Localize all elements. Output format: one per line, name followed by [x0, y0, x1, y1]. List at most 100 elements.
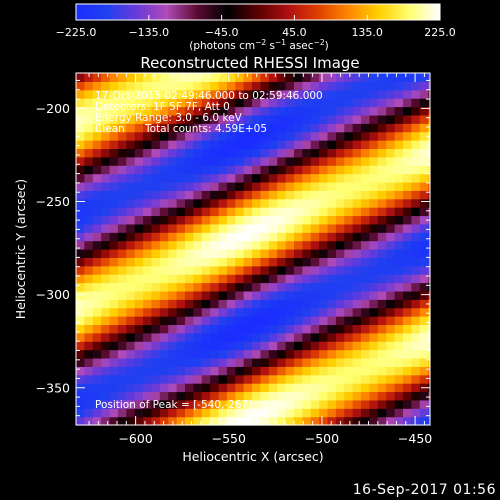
heatmap-cell [402, 416, 412, 426]
heatmap-cell [310, 307, 320, 317]
heatmap-cell [184, 316, 194, 326]
heatmap-cell [344, 357, 354, 367]
heatmap-cell [159, 131, 169, 141]
heatmap-cell [226, 181, 236, 191]
heatmap-cell [184, 165, 194, 175]
heatmap-cell [327, 316, 337, 326]
heatmap-cell [210, 190, 220, 200]
heatmap-cell [310, 299, 320, 309]
heatmap-cell [109, 274, 119, 284]
heatmap-cell [369, 341, 379, 351]
heatmap-cell [117, 215, 127, 225]
heatmap-cell [159, 73, 169, 82]
heatmap-cell [126, 223, 136, 233]
heatmap-cell [235, 391, 245, 401]
heatmap-cell [369, 299, 379, 309]
y-tick-label: −300 [36, 287, 70, 302]
heatmap-cell [386, 181, 396, 191]
heatmap-cell [327, 290, 337, 300]
heatmap-cell [285, 207, 295, 217]
heatmap-cell [319, 324, 329, 334]
heatmap-cell [293, 140, 303, 150]
heatmap-cell [411, 98, 421, 108]
heatmap-cell [335, 349, 345, 359]
heatmap-cell [310, 290, 320, 300]
heatmap-cell [151, 274, 161, 284]
heatmap-cell [92, 232, 102, 242]
heatmap-cell [411, 249, 421, 258]
heatmap-cell [285, 332, 295, 342]
heatmap-cell [226, 316, 236, 326]
heatmap-cell [319, 257, 329, 267]
heatmap-cell [109, 240, 119, 250]
heatmap-cell [302, 391, 312, 401]
heatmap-cell [159, 240, 169, 250]
heatmap-cell [176, 207, 186, 217]
heatmap-cell [210, 106, 220, 116]
heatmap-cell [411, 257, 421, 267]
heatmap-cell [226, 165, 236, 175]
heatmap-cell [293, 190, 303, 200]
colorbar-tick-label: −225.0 [56, 26, 97, 39]
heatmap-cell [143, 81, 153, 91]
heatmap-cell [369, 349, 379, 359]
heatmap-cell [302, 265, 312, 275]
heatmap-cell [310, 89, 320, 99]
heatmap-cell [235, 299, 245, 309]
heatmap-cell [193, 148, 203, 158]
heatmap-cell [176, 106, 186, 116]
heatmap-cell [235, 223, 245, 233]
heatmap-cell [293, 399, 303, 409]
heatmap-cell [344, 156, 354, 166]
heatmap-cell [134, 299, 144, 309]
heatmap-cell [369, 374, 379, 384]
heatmap-cell [402, 357, 412, 367]
heatmap-cell [344, 173, 354, 183]
heatmap-cell [151, 383, 161, 393]
heatmap-cell [252, 316, 262, 326]
heatmap-cell [285, 391, 295, 401]
heatmap-cell [193, 374, 203, 384]
heatmap-cell [151, 408, 161, 418]
heatmap-cell [210, 316, 220, 326]
heatmap-cell [293, 223, 303, 233]
heatmap-cell [310, 274, 320, 284]
heatmap-cell [143, 114, 153, 124]
heatmap-cell [252, 374, 262, 384]
heatmap-cell [193, 207, 203, 217]
heatmap-cell [361, 341, 371, 351]
heatmap-cell [419, 98, 429, 108]
heatmap-cell [369, 73, 379, 82]
heatmap-cell [84, 73, 94, 82]
heatmap-cell [243, 416, 253, 426]
heatmap-cell [386, 89, 396, 99]
heatmap-cell [134, 383, 144, 393]
colorbar-units: (photons cm−2 s−1 asec−2) [189, 38, 328, 52]
heatmap-cell [151, 332, 161, 342]
heatmap-cell [335, 383, 345, 393]
heatmap-cell [109, 299, 119, 309]
heatmap-cell [252, 198, 262, 208]
heatmap-cell [293, 307, 303, 317]
heatmap-cell [176, 416, 186, 426]
heatmap-cell [151, 198, 161, 208]
heatmap-cell [352, 198, 362, 208]
heatmap-cell [386, 173, 396, 183]
heatmap-cell [419, 173, 429, 183]
heatmap-cell [344, 307, 354, 317]
heatmap-cell [293, 299, 303, 309]
heatmap-cell [193, 307, 203, 317]
heatmap-cell [268, 416, 278, 426]
heatmap-cell [335, 341, 345, 351]
heatmap-cell [134, 399, 144, 409]
heatmap-cell [126, 324, 136, 334]
heatmap-cell [268, 349, 278, 359]
heatmap-cell [394, 366, 404, 376]
heatmap-cell [159, 290, 169, 300]
heatmap-cell [419, 332, 429, 342]
heatmap-cell [327, 156, 337, 166]
heatmap-cell [327, 215, 337, 225]
heatmap-cell [159, 332, 169, 342]
heatmap-cell [218, 207, 228, 217]
heatmap-cell [210, 408, 220, 418]
